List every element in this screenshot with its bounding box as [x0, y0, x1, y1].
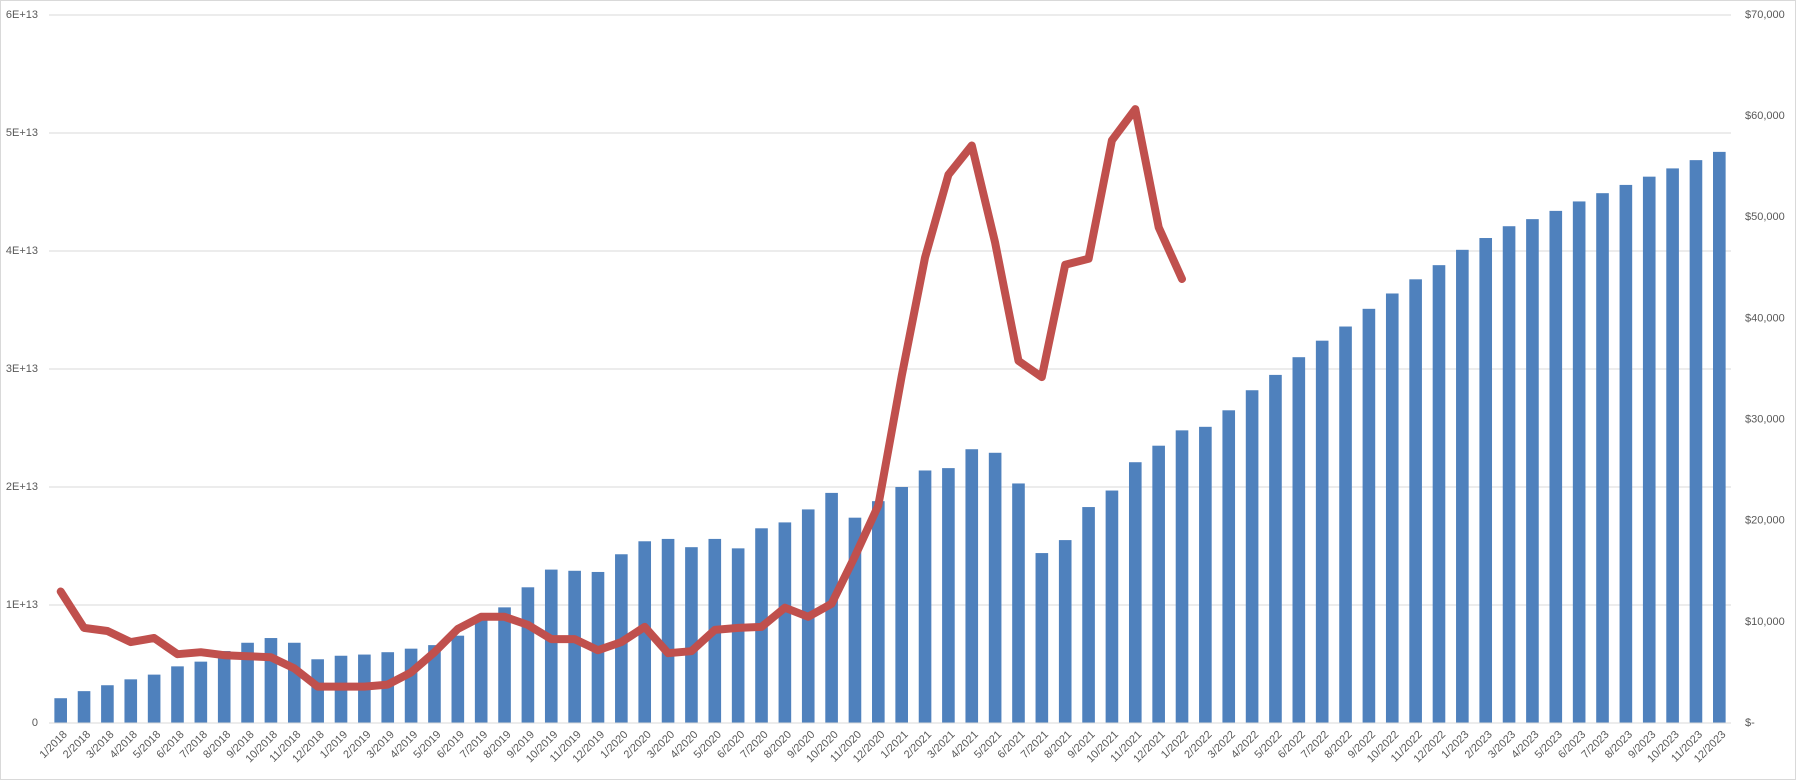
bar: [1432, 265, 1446, 723]
bar: [101, 685, 114, 723]
bar: [1526, 219, 1539, 723]
bar: [171, 666, 184, 723]
bar: [1315, 340, 1329, 723]
y2-tick-label: $10,000: [1745, 616, 1785, 628]
y-tick-label: 3E+13: [6, 363, 38, 375]
bar: [942, 468, 955, 723]
bar: [241, 642, 254, 723]
bar: [77, 691, 91, 723]
y-tick-label: 6E+13: [6, 9, 38, 21]
bar: [1502, 226, 1516, 723]
bar: [1572, 201, 1586, 723]
bar: [1596, 193, 1609, 723]
bar: [568, 570, 581, 723]
bar: [918, 470, 932, 723]
bar: [124, 679, 138, 723]
bar: [264, 638, 278, 723]
bar: [1128, 462, 1142, 723]
bar: [1082, 507, 1095, 723]
bar: [1479, 238, 1493, 723]
bar: [1199, 426, 1212, 723]
bar: [194, 661, 208, 723]
bar: [147, 674, 161, 723]
y-tick-label: 2E+13: [6, 481, 38, 493]
bar: [1105, 490, 1119, 723]
y2-tick-label: $20,000: [1745, 515, 1785, 527]
bar: [1456, 249, 1469, 723]
bar: [1689, 160, 1703, 723]
bar: [1292, 357, 1306, 723]
bar: [1339, 326, 1352, 723]
bar: [54, 698, 67, 723]
y-tick-label: 0: [32, 717, 38, 729]
bar: [1175, 430, 1189, 723]
bar: [1666, 168, 1679, 723]
bar: [311, 659, 324, 723]
bar: [1409, 279, 1422, 723]
bar: [965, 449, 979, 723]
bar: [661, 538, 675, 723]
bar: [778, 522, 792, 723]
bar: [685, 547, 698, 723]
bar: [498, 607, 511, 723]
y2-tick-label: $70,000: [1745, 9, 1785, 21]
bar: [1012, 483, 1025, 723]
y2-tick-label: $40,000: [1745, 312, 1785, 324]
bar: [1619, 184, 1633, 724]
bar: [1713, 151, 1726, 723]
bar: [1222, 410, 1236, 723]
y2-tick-label: $30,000: [1745, 413, 1785, 425]
bar: [895, 487, 908, 723]
y-tick-label: 1E+13: [6, 599, 38, 611]
bar: [287, 642, 301, 723]
bar: [428, 645, 441, 723]
bar: [731, 548, 745, 723]
bar: [1385, 293, 1399, 723]
y-tick-label: 5E+13: [6, 127, 38, 139]
line: [56, 105, 1186, 691]
bar: [404, 648, 418, 723]
bar: [988, 452, 1002, 723]
bar: [1549, 210, 1563, 723]
bar: [1362, 308, 1376, 723]
bar: [1035, 553, 1049, 723]
bar: [1269, 374, 1282, 723]
bar: [474, 620, 488, 723]
bar: [1245, 390, 1259, 723]
bar: [1642, 176, 1656, 723]
bar: [1058, 540, 1072, 723]
y2-tick-label: $50,000: [1745, 211, 1785, 223]
bar: [1152, 445, 1165, 723]
bar: [872, 501, 885, 723]
bar: [217, 651, 231, 723]
bar: [521, 587, 535, 723]
bar: [451, 635, 465, 723]
bar: [544, 569, 558, 723]
y2-tick-label: $-: [1745, 717, 1755, 729]
y-tick-label: 4E+13: [6, 245, 38, 257]
y2-tick-label: $60,000: [1745, 110, 1785, 122]
